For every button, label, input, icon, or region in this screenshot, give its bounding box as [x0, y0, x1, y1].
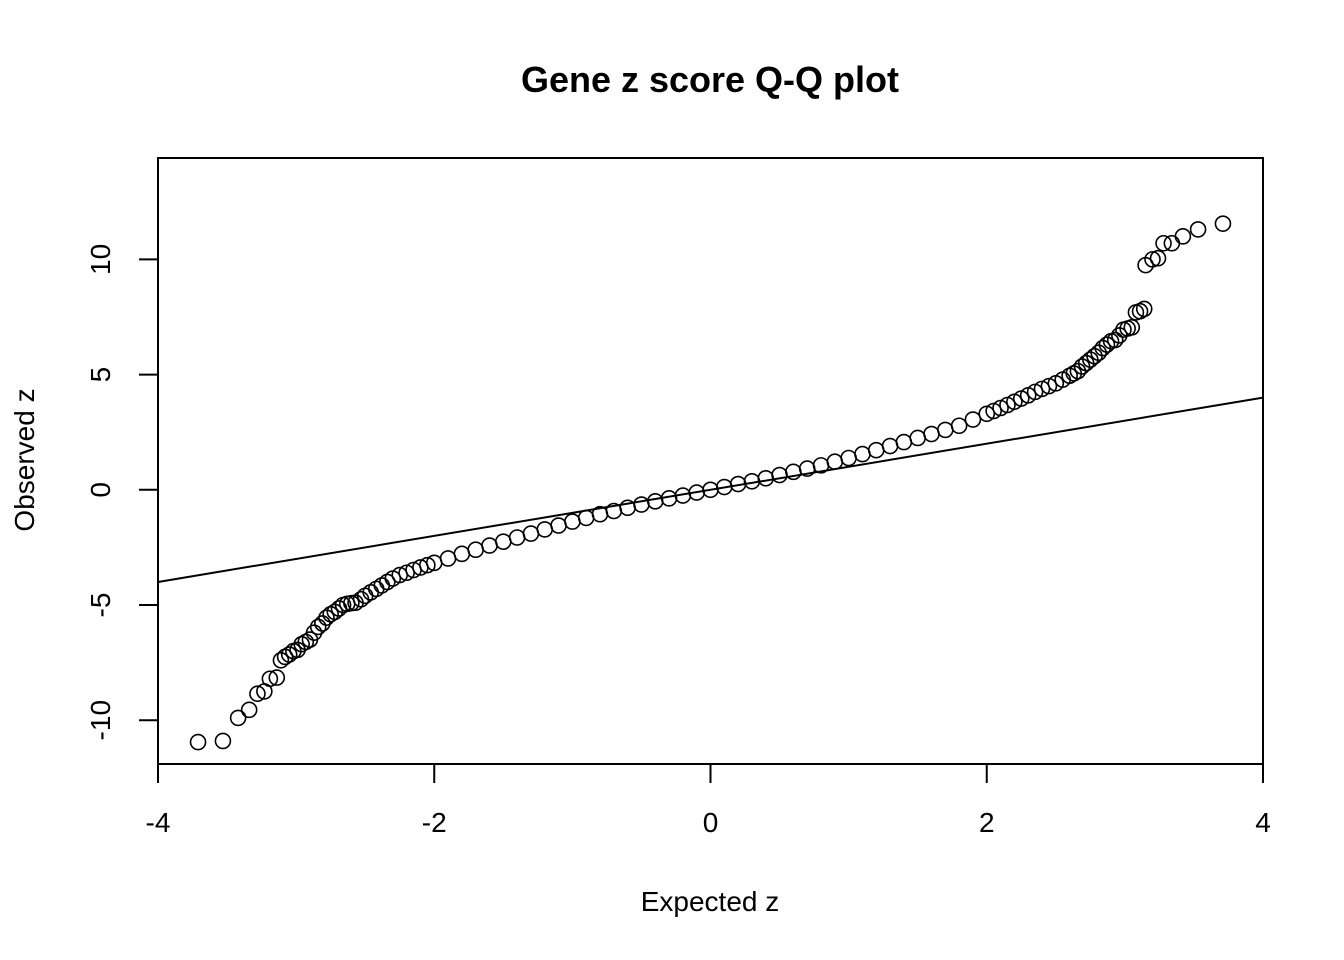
data-point: [189, 733, 207, 751]
data-point: [895, 433, 913, 451]
data-point: [1033, 380, 1051, 398]
plot-frame: [157, 157, 1264, 765]
data-point: [1189, 221, 1207, 238]
data-point: [840, 449, 857, 467]
data-point: [577, 509, 595, 527]
data-point: [867, 441, 885, 459]
data-point: [261, 670, 279, 688]
y-tick-label: 10: [85, 244, 116, 275]
data-point: [881, 437, 899, 455]
data-point: [293, 635, 310, 653]
y-axis-label: Observed z: [9, 388, 40, 531]
data-point: [1061, 367, 1078, 385]
data-point: [439, 550, 457, 567]
data-point: [297, 633, 315, 651]
y-tick-label: -5: [85, 593, 116, 618]
data-point: [854, 445, 871, 463]
data-point: [937, 421, 954, 439]
data-point: [785, 463, 802, 481]
data-point: [240, 701, 258, 719]
data-point: [522, 525, 540, 542]
data-point: [950, 417, 968, 435]
data-point: [978, 405, 996, 423]
data-point: [619, 499, 636, 517]
data-point: [564, 513, 581, 530]
data-point: [322, 605, 339, 623]
x-tick-label: 2: [979, 807, 995, 838]
data-point: [495, 533, 512, 550]
data-point: [1155, 234, 1172, 252]
data-point: [453, 545, 471, 563]
data-point: [229, 709, 247, 727]
plot-area: [157, 157, 1264, 765]
data-point: [214, 732, 232, 750]
reference-line: [157, 396, 1264, 583]
data-point: [826, 453, 844, 470]
y-axis: -10 -5 0 5 10: [85, 244, 159, 740]
data-point: [1123, 319, 1141, 336]
x-tick-label: -4: [146, 807, 171, 838]
data-point: [1106, 331, 1124, 349]
x-tick-label: 0: [703, 807, 719, 838]
data-point: [314, 615, 331, 632]
chart-title: Gene z score Q-Q plot: [521, 59, 899, 100]
data-point: [923, 425, 940, 443]
data-point: [1069, 362, 1087, 380]
data-point: [467, 541, 484, 559]
data-point: [536, 521, 554, 538]
data-point: [646, 493, 664, 510]
data-point: [757, 469, 775, 487]
data-point: [964, 411, 982, 428]
x-axis-label: Expected z: [641, 886, 780, 917]
data-point: [318, 609, 335, 626]
y-tick-label: -10: [85, 700, 116, 740]
data-point: [305, 624, 323, 641]
data-point: [909, 429, 926, 447]
data-point: [272, 652, 290, 669]
data-point: [1135, 300, 1153, 318]
data-point: [771, 466, 788, 484]
data-point: [268, 669, 286, 686]
data-point: [309, 618, 327, 636]
data-point: [1040, 377, 1058, 395]
data-point: [481, 537, 498, 554]
data-point: [1098, 336, 1116, 353]
x-tick-label: 4: [1255, 807, 1271, 838]
x-axis: -4 -2 0 2 4: [146, 763, 1271, 838]
data-point: [249, 685, 266, 703]
data-point: [373, 577, 391, 594]
data-point: [508, 529, 526, 546]
data-point: [550, 517, 567, 534]
data-point: [633, 496, 650, 513]
data-point: [280, 646, 298, 663]
data-point: [1131, 302, 1149, 320]
data-point: [276, 648, 294, 666]
data-point: [1214, 215, 1232, 232]
data-point: [367, 580, 385, 598]
x-tick-label: -2: [422, 807, 447, 838]
data-point: [1144, 251, 1161, 268]
y-tick-label: 5: [85, 367, 116, 383]
data-point: [419, 556, 436, 574]
y-tick-label: 0: [85, 482, 116, 498]
data-point: [1174, 228, 1192, 245]
data-point: [1149, 249, 1167, 267]
